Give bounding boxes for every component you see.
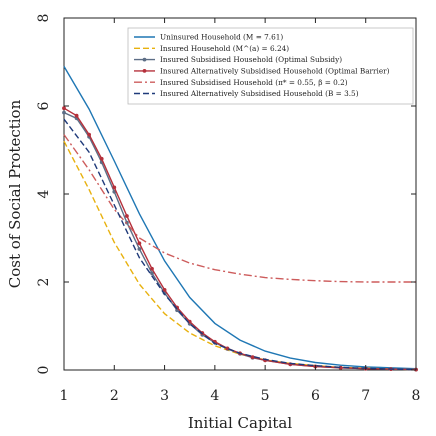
series-2-point [150,271,154,276]
x-axis-ticks: 1 2 3 4 5 6 7 8 [60,18,421,404]
x-tick-label: 8 [412,388,421,404]
series-line-0 [63,66,417,370]
series-2-point [137,247,142,251]
legend-label-5: Insured Alternatively Subsidised Househo… [160,89,359,98]
legend-label-0: Uninsured Household (M = 7.61) [160,33,283,42]
x-tick-label: 2 [110,388,119,404]
series-3-point [112,185,117,190]
series-3-point [99,156,104,161]
series-line-5 [63,118,417,371]
x-tick-label: 6 [311,388,320,404]
x-tick-label: 7 [361,388,370,404]
series-3-point [125,214,129,218]
series-3-point [162,288,167,292]
y-tick-label: 6 [36,101,52,110]
series-3-point [250,355,255,360]
y-axis-ticks: 0 2 4 6 8 [36,14,416,375]
series-3-point [74,113,79,118]
legend-label-2: Insured Subsidised Household (Optimal Su… [160,55,342,64]
series-2-point [62,110,66,115]
x-tick-label: 3 [160,388,169,404]
x-tick-label: 5 [261,388,270,404]
y-tick-label: 0 [36,366,52,375]
legend-marker-2 [142,57,147,62]
y-tick-label: 2 [36,278,52,287]
legend-label-3: Insured Alternatively Subsidised Househo… [160,67,390,76]
series-layer [62,66,418,372]
y-axis-label: Cost of Social Protection [6,99,24,288]
series-3-point [150,266,154,271]
legend-marker-3 [142,69,147,73]
y-tick-label: 8 [36,14,52,23]
series-line-1 [63,140,417,371]
series-line-2 [63,111,417,371]
legend-box [127,27,414,105]
series-3-point [62,106,66,111]
x-tick-label: 1 [60,388,69,404]
x-axis-label: Initial Capital [188,414,293,432]
series-line-4 [63,134,416,283]
y-tick-label: 4 [36,189,52,198]
legend-label-4: Insured Subsidised Household (π* = 0.55,… [160,78,348,87]
legend-label-1: Insured Household (M^(a) = 6.24) [160,44,289,53]
series-3-point [87,132,91,137]
legend: Uninsured Household (M = 7.61) Insured Ho… [127,27,414,105]
series-3-point [137,241,142,246]
x-tick-label: 4 [210,388,219,404]
series-line-3 [63,107,417,371]
